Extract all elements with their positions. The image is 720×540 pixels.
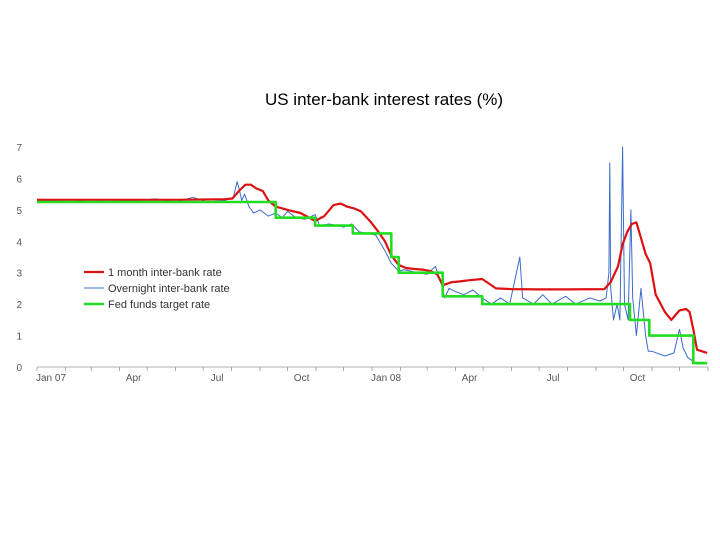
x-tick-label: Jan 08 bbox=[371, 373, 401, 384]
x-tick-label: Apr bbox=[462, 373, 478, 384]
series-line-1-month-inter-bank-rate bbox=[37, 183, 708, 354]
y-tick-label: 3 bbox=[16, 269, 22, 280]
y-tick-label: 5 bbox=[16, 206, 22, 217]
legend-label: Overnight inter-bank rate bbox=[108, 283, 230, 295]
legend: 1 month inter-bank rate Overnight inter-b… bbox=[84, 267, 230, 311]
x-tick-label: Oct bbox=[294, 373, 310, 384]
series-lines bbox=[36, 146, 708, 365]
legend-label: Fed funds target rate bbox=[108, 299, 210, 311]
y-tick-label: 7 bbox=[16, 143, 22, 154]
series-line-fed-funds-target-rate bbox=[37, 200, 708, 365]
chart-title: US inter-bank interest rates (%) bbox=[264, 90, 504, 109]
y-tick-label: 0 bbox=[16, 363, 22, 374]
x-tick-label: Apr bbox=[126, 373, 142, 384]
x-tick-label: Jul bbox=[211, 373, 224, 384]
y-tick-label: 4 bbox=[16, 237, 22, 248]
y-tick-label: 2 bbox=[16, 300, 22, 311]
legend-label: 1 month inter-bank rate bbox=[108, 267, 222, 279]
x-tick-label: Jan 07 bbox=[36, 373, 66, 384]
axes: 0 1 2 3 4 5 6 7 Jan 07 Apr Jul Oct Jan 08 Apr Jul Oct bbox=[16, 143, 709, 384]
y-tick-label: 6 bbox=[16, 174, 22, 185]
x-tick-label: Jul bbox=[547, 373, 560, 384]
x-tick-label: Oct bbox=[630, 373, 646, 384]
y-tick-label: 1 bbox=[16, 332, 22, 343]
series-line-overnight-inter-bank-rate bbox=[36, 146, 708, 365]
